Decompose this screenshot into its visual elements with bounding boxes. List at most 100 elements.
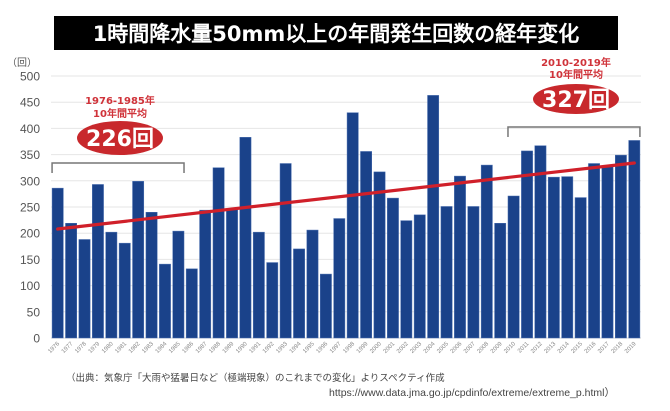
x-tick-label: 1999 [356, 341, 370, 355]
chart-title: 1時間降水量50mm以上の年間発生回数の経年変化 [54, 16, 618, 50]
bar-2002 [400, 220, 413, 339]
annotation-period: 1976-1985年 [85, 94, 155, 107]
bar-2018 [615, 154, 627, 339]
bar-1983 [145, 211, 158, 339]
x-tick-label: 2005 [436, 341, 450, 355]
x-tick-label: 1998 [342, 341, 356, 355]
y-tick-label: 150 [20, 253, 40, 267]
y-tick-label: 0 [33, 332, 40, 346]
bars [51, 95, 641, 339]
x-tick-label: 2012 [530, 341, 544, 355]
bar-2001 [387, 197, 399, 339]
x-tick-label: 1996 [316, 341, 330, 355]
x-tick-label: 2006 [450, 341, 464, 355]
x-tick-label: 1983 [141, 341, 155, 355]
bar-1996 [320, 273, 332, 339]
x-tick-label: 1987 [195, 341, 209, 355]
bar-2012 [534, 145, 547, 339]
bar-1987 [199, 209, 212, 339]
bar-2007 [467, 206, 480, 339]
bar-2003 [413, 214, 426, 339]
y-tick-label: 200 [20, 227, 40, 241]
annotation-label: 10年間平均 [93, 107, 147, 120]
bar-2019 [628, 140, 641, 339]
x-tick-label: 1997 [329, 341, 343, 355]
y-axis-unit-label: （回） [7, 57, 37, 69]
bar-2000 [373, 171, 386, 339]
bar-1978 [78, 239, 91, 339]
x-tick-label: 2001 [383, 341, 397, 355]
bar-1980 [105, 231, 118, 339]
bar-2014 [561, 176, 574, 339]
bar-1989 [226, 208, 238, 339]
x-tick-label: 1994 [289, 341, 303, 355]
average-value-label: 327回 [542, 88, 610, 113]
bar-2017 [601, 166, 614, 339]
x-tick-label: 1982 [128, 341, 142, 355]
x-tick-label: 2011 [517, 341, 531, 355]
x-tick-label: 1989 [222, 341, 236, 355]
y-tick-label: 450 [20, 96, 40, 110]
trend-line-group [56, 161, 636, 231]
x-tick-label: 1988 [208, 341, 222, 355]
bar-2013 [547, 176, 560, 339]
bar-1977 [65, 222, 77, 339]
bar-2005 [440, 206, 453, 339]
bar-1985 [172, 230, 185, 339]
x-tick-label: 2002 [396, 341, 410, 355]
source-citation: （出典：気象庁「大雨や猛暑日など（極端現象）のこれまでの変化」よりスペクティ作成 [66, 373, 445, 384]
bar-1984 [159, 263, 171, 339]
bar-2010 [507, 195, 520, 339]
average-ellipse [77, 121, 163, 155]
bar-1994 [293, 248, 305, 339]
bar-1992 [266, 262, 279, 339]
period-bracket [51, 162, 185, 173]
x-tick-label: 1984 [155, 341, 169, 355]
average-value-label: 226回 [86, 127, 154, 152]
x-tick-label: 2019 [624, 341, 638, 355]
x-tick-label: 1977 [61, 341, 75, 355]
x-tick-label: 1992 [262, 341, 276, 355]
x-tick-label: 2007 [463, 341, 477, 355]
x-tick-label: 1990 [235, 341, 249, 355]
annotation-period: 2010-2019年 [541, 56, 611, 69]
bar-2011 [521, 150, 533, 339]
trend-line [56, 161, 636, 231]
x-tick-label: 2010 [503, 341, 517, 355]
x-axis-ticks: 1976 1977 1978 1979 1980 1981 1982 1983 1984 1985… [47, 341, 638, 355]
y-tick-label: 500 [20, 70, 40, 84]
x-tick-label: 1979 [88, 341, 102, 355]
bar-2008 [480, 164, 493, 339]
x-tick-label: 1976 [47, 341, 61, 355]
x-tick-label: 1986 [182, 341, 196, 355]
x-tick-label: 1991 [249, 341, 263, 355]
y-axis-ticks: 0 50 100 150 200 250 300 350 400 450 500 [20, 70, 40, 346]
bar-1995 [306, 229, 319, 339]
period-bracket [507, 126, 641, 137]
y-tick-label: 250 [20, 201, 40, 215]
x-tick-label: 1978 [74, 341, 88, 355]
x-tick-label: 2000 [369, 341, 383, 355]
x-tick-label: 2018 [611, 341, 625, 355]
x-tick-label: 1981 [114, 341, 128, 355]
x-tick-label: 2016 [584, 341, 598, 355]
bar-1986 [185, 268, 198, 339]
x-tick-label: 2015 [570, 341, 584, 355]
x-tick-label: 1980 [101, 341, 115, 355]
bar-1990 [239, 137, 252, 339]
bar-1999 [360, 151, 372, 339]
x-tick-label: 2004 [423, 341, 437, 355]
bar-1981 [118, 242, 131, 339]
y-tick-label: 50 [27, 305, 41, 319]
bar-1976 [51, 187, 64, 339]
bar-2006 [454, 175, 466, 339]
x-tick-label: 2017 [597, 341, 611, 355]
x-tick-label: 1985 [168, 341, 182, 355]
source-url: https://www.data.jma.go.jp/cpdinfo/extre… [329, 387, 615, 399]
brackets [51, 126, 641, 173]
bar-2009 [494, 222, 507, 339]
bar-2016 [588, 163, 600, 339]
y-tick-label: 100 [20, 279, 40, 293]
